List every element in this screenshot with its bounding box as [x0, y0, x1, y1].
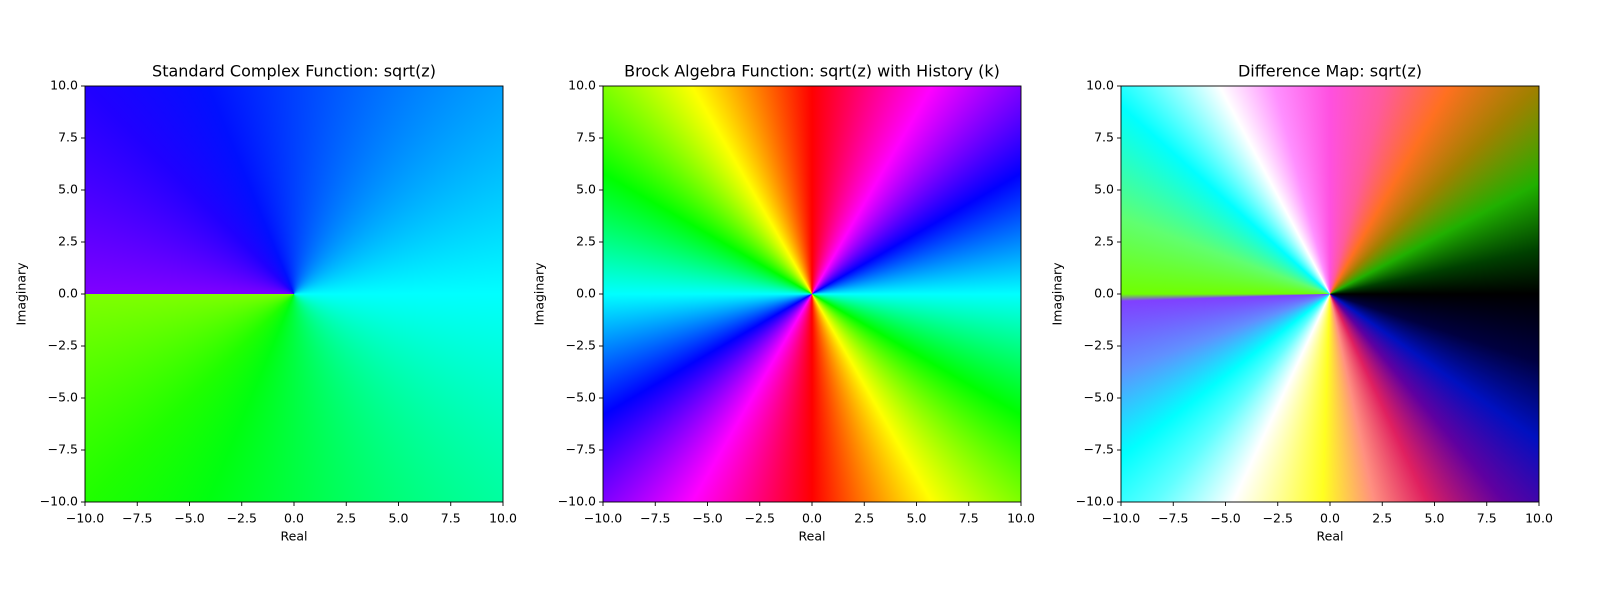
y-tick-label: 5.0 — [58, 182, 78, 197]
y-tick-label: −10.0 — [558, 494, 596, 509]
y-tick-label: 0.0 — [1094, 286, 1114, 301]
x-tick-label: 2.5 — [854, 511, 874, 526]
y-tick-label: −5.0 — [1084, 390, 1114, 405]
chart-title: Difference Map: sqrt(z) — [1238, 62, 1422, 81]
y-tick-label: 7.5 — [576, 130, 596, 145]
y-tick-label: 0.0 — [576, 286, 596, 301]
y-tick-label: 7.5 — [1094, 130, 1114, 145]
y-tick-label: 5.0 — [1094, 182, 1114, 197]
y-axis-label: Imaginary — [1050, 262, 1065, 326]
x-tick-label: −5.0 — [174, 511, 204, 526]
chart-title: Standard Complex Function: sqrt(z) — [152, 62, 436, 81]
axes-frame — [84, 85, 504, 503]
x-tick-label: −10.0 — [584, 511, 622, 526]
x-tick-label: 7.5 — [959, 511, 979, 526]
x-tick-label: 2.5 — [1372, 511, 1392, 526]
y-tick-label: 2.5 — [1094, 234, 1114, 249]
x-tick-label: 2.5 — [336, 511, 356, 526]
y-tick-label: −2.5 — [1084, 338, 1114, 353]
y-tick-label: −5.0 — [48, 390, 78, 405]
x-axis-label: Real — [281, 529, 308, 544]
x-tick-label: −2.5 — [227, 511, 257, 526]
y-tick-label: −7.5 — [566, 442, 596, 457]
y-tick-label: 10.0 — [1086, 78, 1114, 93]
x-tick-label: −2.5 — [745, 511, 775, 526]
x-tick-label: −10.0 — [1102, 511, 1140, 526]
y-axis-label: Imaginary — [532, 262, 547, 326]
y-axis-label: Imaginary — [14, 262, 29, 326]
y-tick-label: 0.0 — [58, 286, 78, 301]
x-tick-label: −7.5 — [1158, 511, 1188, 526]
y-tick-label: 2.5 — [58, 234, 78, 249]
axes-frame — [602, 85, 1022, 503]
y-tick-label: −5.0 — [566, 390, 596, 405]
x-tick-label: 0.0 — [1320, 511, 1340, 526]
x-tick-label: −7.5 — [122, 511, 152, 526]
x-tick-label: 5.0 — [389, 511, 409, 526]
x-tick-label: 0.0 — [802, 511, 822, 526]
chart-title: Brock Algebra Function: sqrt(z) with His… — [624, 62, 1000, 81]
x-tick-label: −5.0 — [1210, 511, 1240, 526]
x-tick-label: −7.5 — [640, 511, 670, 526]
x-tick-label: −2.5 — [1263, 511, 1293, 526]
y-tick-label: −10.0 — [40, 494, 78, 509]
y-tick-label: −10.0 — [1076, 494, 1114, 509]
y-tick-label: 2.5 — [576, 234, 596, 249]
y-tick-label: −7.5 — [1084, 442, 1114, 457]
color-map — [603, 86, 1021, 502]
color-map — [1121, 86, 1539, 502]
x-axis-label: Real — [799, 529, 826, 544]
y-tick-label: −2.5 — [48, 338, 78, 353]
y-tick-label: 7.5 — [58, 130, 78, 145]
x-tick-label: 0.0 — [284, 511, 304, 526]
y-tick-label: 10.0 — [568, 78, 596, 93]
y-tick-label: −7.5 — [48, 442, 78, 457]
x-tick-label: 5.0 — [907, 511, 927, 526]
x-tick-label: 10.0 — [489, 511, 517, 526]
x-tick-label: 5.0 — [1425, 511, 1445, 526]
x-tick-label: 10.0 — [1525, 511, 1553, 526]
x-axis-label: Real — [1317, 529, 1344, 544]
axes-frame — [1120, 85, 1540, 503]
x-tick-label: −5.0 — [692, 511, 722, 526]
y-tick-label: −2.5 — [566, 338, 596, 353]
x-tick-label: 7.5 — [1477, 511, 1497, 526]
x-tick-label: 7.5 — [441, 511, 461, 526]
x-tick-label: −10.0 — [66, 511, 104, 526]
x-tick-label: 10.0 — [1007, 511, 1035, 526]
y-tick-label: 5.0 — [576, 182, 596, 197]
y-tick-label: 10.0 — [50, 78, 78, 93]
color-map — [85, 86, 503, 502]
